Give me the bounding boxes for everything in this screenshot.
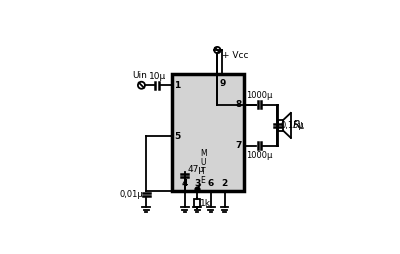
Text: 3: 3 bbox=[194, 179, 200, 188]
Bar bbox=[194, 199, 200, 207]
Text: 47μ: 47μ bbox=[188, 165, 205, 174]
Text: $R_L$: $R_L$ bbox=[292, 118, 306, 132]
Text: 4: 4 bbox=[182, 179, 188, 188]
Text: 1: 1 bbox=[174, 81, 180, 90]
Bar bbox=[172, 73, 244, 191]
Text: 10μ: 10μ bbox=[148, 72, 166, 81]
Text: 5: 5 bbox=[174, 132, 180, 141]
Text: 0,15μ: 0,15μ bbox=[280, 121, 304, 130]
Text: 1000μ: 1000μ bbox=[246, 91, 273, 101]
Text: 0,01μ: 0,01μ bbox=[120, 190, 143, 199]
Text: 1k: 1k bbox=[200, 199, 211, 208]
Text: 9: 9 bbox=[219, 79, 226, 88]
Text: 7: 7 bbox=[235, 141, 242, 150]
Text: 6: 6 bbox=[208, 179, 214, 188]
Text: 1000μ: 1000μ bbox=[246, 151, 273, 160]
Text: + Vcc: + Vcc bbox=[222, 51, 248, 60]
Text: M
U
T
E: M U T E bbox=[200, 149, 207, 185]
Text: 8: 8 bbox=[236, 100, 242, 109]
Bar bbox=[278, 120, 283, 131]
Text: Uin: Uin bbox=[132, 71, 147, 80]
Text: 2: 2 bbox=[222, 179, 228, 188]
